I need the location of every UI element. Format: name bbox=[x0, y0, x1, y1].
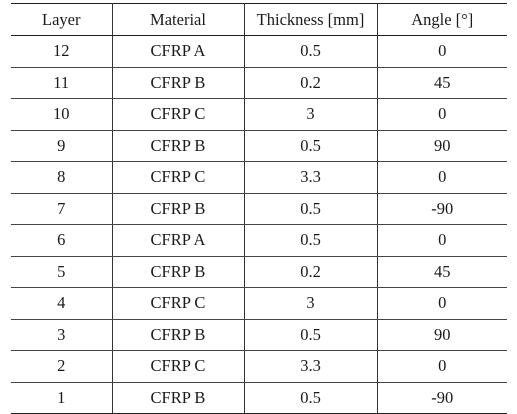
cell-layer: 9 bbox=[11, 130, 113, 162]
cell-layer: 7 bbox=[11, 193, 113, 225]
cell-layer: 2 bbox=[11, 350, 113, 383]
table-header-row: Layer Material Thickness [mm] Angle [°] bbox=[11, 3, 507, 36]
cell-layer: 3 bbox=[11, 319, 113, 351]
cell-material: CFRP B bbox=[111, 193, 245, 225]
cell-thickness: 0.5 bbox=[243, 193, 378, 225]
cell-material: CFRP C bbox=[111, 161, 245, 194]
table-row: 3 CFRP B 0.5 90 bbox=[11, 319, 507, 351]
cell-layer: 5 bbox=[11, 256, 113, 288]
cell-angle: 0 bbox=[376, 287, 507, 320]
table-row: 6 CFRP A 0.5 0 bbox=[11, 224, 507, 257]
table-row: 8 CFRP C 3.3 0 bbox=[11, 161, 507, 194]
cell-thickness: 0.5 bbox=[243, 382, 378, 414]
table-row: 4 CFRP C 3 0 bbox=[11, 287, 507, 320]
cell-thickness: 3.3 bbox=[243, 350, 378, 383]
cell-thickness: 0.5 bbox=[243, 224, 378, 257]
table-row: 10 CFRP C 3 0 bbox=[11, 98, 507, 131]
cell-material: CFRP B bbox=[111, 256, 245, 288]
cell-angle: 0 bbox=[376, 350, 507, 383]
cell-thickness: 0.5 bbox=[243, 319, 378, 351]
cell-material: CFRP B bbox=[111, 130, 245, 162]
column-header-layer: Layer bbox=[11, 3, 113, 36]
cell-thickness: 3 bbox=[243, 287, 378, 320]
table-row: 11 CFRP B 0.2 45 bbox=[11, 67, 507, 99]
cell-angle: -90 bbox=[376, 193, 507, 225]
cell-material: CFRP C bbox=[111, 98, 245, 131]
column-header-thickness: Thickness [mm] bbox=[243, 3, 378, 36]
cell-angle: 0 bbox=[376, 161, 507, 194]
cell-thickness: 0.5 bbox=[243, 130, 378, 162]
cell-layer: 11 bbox=[11, 67, 113, 99]
cell-layer: 6 bbox=[11, 224, 113, 257]
cell-material: CFRP B bbox=[111, 319, 245, 351]
cell-thickness: 0.5 bbox=[243, 35, 378, 68]
cell-thickness: 0.2 bbox=[243, 67, 378, 99]
cell-angle: 0 bbox=[376, 224, 507, 257]
cell-angle: -90 bbox=[376, 382, 507, 414]
table-row: 9 CFRP B 0.5 90 bbox=[11, 130, 507, 162]
cell-layer: 8 bbox=[11, 161, 113, 194]
table-row: 2 CFRP C 3.3 0 bbox=[11, 350, 507, 383]
cell-layer: 4 bbox=[11, 287, 113, 320]
cell-layer: 10 bbox=[11, 98, 113, 131]
cell-material: CFRP C bbox=[111, 287, 245, 320]
cell-angle: 90 bbox=[376, 130, 507, 162]
layer-table-container: Layer Material Thickness [mm] Angle [°] … bbox=[11, 3, 507, 414]
cell-angle: 0 bbox=[376, 98, 507, 131]
cell-material: CFRP A bbox=[111, 224, 245, 257]
table-row: 12 CFRP A 0.5 0 bbox=[11, 35, 507, 68]
table-row: 1 CFRP B 0.5 -90 bbox=[11, 382, 507, 414]
layer-table: Layer Material Thickness [mm] Angle [°] … bbox=[11, 3, 507, 414]
cell-material: CFRP A bbox=[111, 35, 245, 68]
cell-layer: 1 bbox=[11, 382, 113, 414]
cell-thickness: 0.2 bbox=[243, 256, 378, 288]
cell-angle: 45 bbox=[376, 67, 507, 99]
table-row: 7 CFRP B 0.5 -90 bbox=[11, 193, 507, 225]
cell-angle: 0 bbox=[376, 35, 507, 68]
cell-angle: 45 bbox=[376, 256, 507, 288]
cell-thickness: 3.3 bbox=[243, 161, 378, 194]
cell-material: CFRP B bbox=[111, 67, 245, 99]
cell-layer: 12 bbox=[11, 35, 113, 68]
cell-angle: 90 bbox=[376, 319, 507, 351]
cell-thickness: 3 bbox=[243, 98, 378, 131]
table-row: 5 CFRP B 0.2 45 bbox=[11, 256, 507, 288]
column-header-material: Material bbox=[111, 3, 245, 36]
cell-material: CFRP B bbox=[111, 382, 245, 414]
column-header-angle: Angle [°] bbox=[376, 3, 507, 36]
cell-material: CFRP C bbox=[111, 350, 245, 383]
